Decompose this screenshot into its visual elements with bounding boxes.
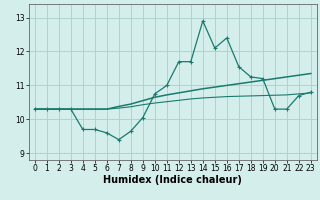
X-axis label: Humidex (Indice chaleur): Humidex (Indice chaleur): [103, 175, 242, 185]
